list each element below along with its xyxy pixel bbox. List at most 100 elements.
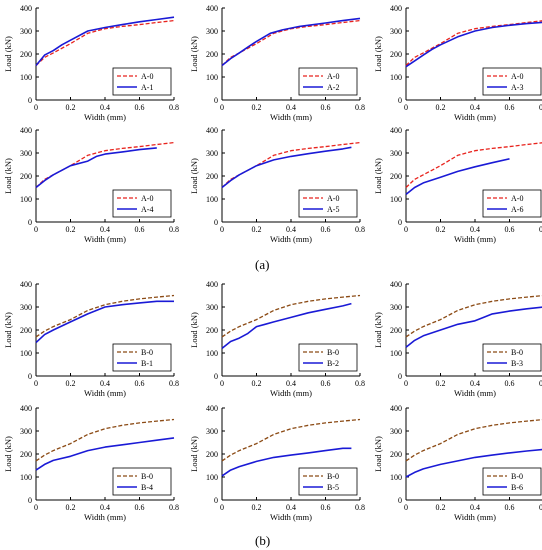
y-tick-label: 300 [206, 303, 218, 312]
y-axis-label: Load (kN) [189, 312, 199, 348]
legend-label: B-3 [511, 359, 523, 368]
x-tick-label: 0.6 [321, 103, 331, 112]
y-axis-label: Load (kN) [189, 436, 199, 472]
x-tick-label: 0.2 [252, 103, 262, 112]
x-tick-label: 0.8 [539, 103, 542, 112]
chart-panel-1: 0 100 200 300 400 0 0.2 0.4 0.6 0.8 Width (mm) Load… [3, 4, 179, 122]
y-tick-label: 400 [20, 126, 32, 135]
legend-label: B-5 [327, 483, 339, 492]
legend-label: B-1 [141, 359, 153, 368]
legend-label: A-1 [141, 83, 153, 92]
x-tick-label: 0.8 [539, 225, 542, 234]
x-tick-label: 0.6 [321, 379, 331, 388]
x-tick-label: 0 [220, 503, 224, 512]
legend-box [298, 67, 358, 96]
x-axis-label: Width (mm) [270, 388, 312, 398]
x-tick-label: 0.2 [436, 225, 446, 234]
legend-box [112, 67, 172, 96]
y-tick-label: 300 [206, 27, 218, 36]
x-axis-label: Width (mm) [84, 234, 126, 244]
y-tick-label: 0 [28, 218, 32, 227]
x-tick-label: 0.4 [470, 379, 480, 388]
y-tick-label: 0 [398, 496, 402, 505]
y-tick-label: 0 [214, 496, 218, 505]
chart-panel-8: 0 100 200 300 400 0 0.2 0.4 0.6 0.8 Width (mm) Load… [189, 280, 365, 398]
legend-label: A-6 [511, 205, 523, 214]
x-axis-label: Width (mm) [454, 234, 496, 244]
y-tick-label: 300 [206, 427, 218, 436]
legend-label: A-3 [511, 83, 523, 92]
x-tick-label: 0.8 [355, 225, 365, 234]
y-tick-label: 100 [390, 473, 402, 482]
y-tick-label: 300 [390, 303, 402, 312]
x-tick-label: 0.4 [100, 503, 110, 512]
chart-panel-7: 0 100 200 300 400 0 0.2 0.4 0.6 0.8 Width (mm) Load… [3, 280, 179, 398]
series-line-A-1 [35, 16, 175, 67]
x-axis-label: Width (mm) [454, 388, 496, 398]
x-tick-label: 0.8 [169, 503, 179, 512]
series-line-B-4 [35, 437, 175, 471]
series-line-A-4 [35, 147, 157, 189]
legend-label: A-5 [327, 205, 339, 214]
x-tick-label: 0.6 [505, 103, 515, 112]
legend-label: B-0 [511, 472, 523, 481]
y-tick-label: 100 [20, 473, 32, 482]
x-tick-label: 0 [404, 379, 408, 388]
y-tick-label: 400 [206, 126, 218, 135]
y-tick-label: 200 [390, 172, 402, 181]
legend-box [112, 189, 172, 218]
y-tick-label: 400 [206, 404, 218, 413]
chart-panel-4: 0 100 200 300 400 0 0.2 0.4 0.6 0.8 Width (mm) Load… [3, 126, 179, 244]
y-axis-label: Load (kN) [189, 36, 199, 72]
x-tick-label: 0.6 [135, 379, 145, 388]
y-tick-label: 300 [390, 427, 402, 436]
x-tick-label: 0.8 [355, 103, 365, 112]
x-tick-label: 0.8 [355, 503, 365, 512]
y-tick-label: 100 [20, 349, 32, 358]
x-tick-label: 0.2 [252, 225, 262, 234]
chart-panel-3: 0 100 200 300 400 0 0.2 0.4 0.6 0.8 Width (mm) Load… [373, 4, 542, 122]
y-tick-label: 200 [390, 450, 402, 459]
y-tick-label: 100 [390, 73, 402, 82]
chart-panel-11: 0 100 200 300 400 0 0.2 0.4 0.6 0.8 Width (mm) Load… [189, 404, 365, 522]
series-line-B-0 [221, 418, 361, 462]
x-tick-label: 0 [220, 225, 224, 234]
series-line-A-0 [221, 141, 361, 188]
y-tick-label: 300 [20, 27, 32, 36]
x-tick-label: 0.4 [100, 225, 110, 234]
x-tick-label: 0.6 [321, 503, 331, 512]
x-tick-label: 0 [34, 103, 38, 112]
y-tick-label: 400 [20, 4, 32, 13]
legend-label: A-0 [327, 72, 339, 81]
y-tick-label: 200 [20, 326, 32, 335]
legend-box [298, 189, 358, 218]
y-tick-label: 0 [214, 218, 218, 227]
chart-panel-10: 0 100 200 300 400 0 0.2 0.4 0.6 0.8 Width (mm) Load… [3, 404, 179, 522]
series-line-A-2 [221, 17, 361, 67]
series-line-B-0 [405, 295, 542, 338]
chart-panel-5: 0 100 200 300 400 0 0.2 0.4 0.6 0.8 Width (mm) Load… [189, 126, 365, 244]
y-axis-label: Load (kN) [3, 312, 13, 348]
x-tick-label: 0.8 [169, 225, 179, 234]
x-tick-label: 0.2 [66, 503, 76, 512]
legend-box [482, 189, 542, 218]
y-tick-label: 300 [390, 149, 402, 158]
x-axis-label: Width (mm) [270, 112, 312, 122]
y-tick-label: 400 [390, 280, 402, 289]
y-tick-label: 400 [390, 126, 402, 135]
y-tick-label: 200 [20, 50, 32, 59]
legend-box [482, 343, 542, 372]
y-tick-label: 200 [206, 326, 218, 335]
series-line-B-0 [35, 294, 175, 338]
x-tick-label: 0.8 [169, 103, 179, 112]
y-axis-label: Load (kN) [373, 312, 383, 348]
x-tick-label: 0.6 [135, 225, 145, 234]
y-tick-label: 400 [206, 280, 218, 289]
series-line-B-2 [221, 302, 352, 350]
y-axis-label: Load (kN) [3, 36, 13, 72]
series-line-B-6 [405, 448, 542, 478]
x-tick-label: 0.6 [135, 503, 145, 512]
series-line-B-0 [405, 419, 542, 462]
x-tick-label: 0 [220, 103, 224, 112]
